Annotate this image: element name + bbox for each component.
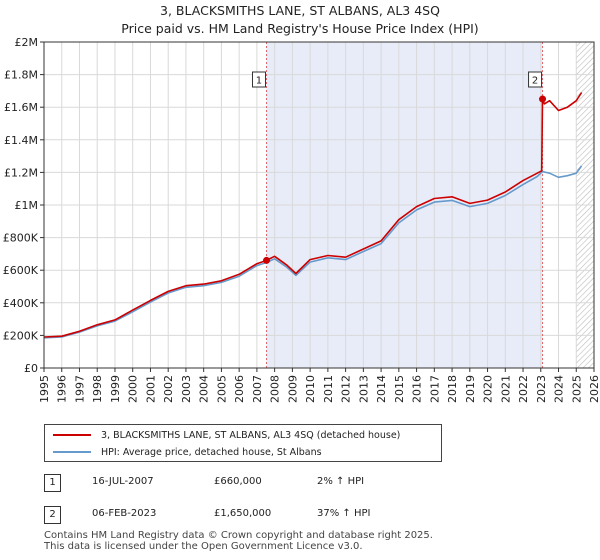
sale-hpi-change: 37% ↑ HPI bbox=[317, 508, 371, 519]
x-tick-label: 2007 bbox=[251, 375, 264, 403]
x-tick-label: 2005 bbox=[215, 375, 228, 403]
legend-label-property: 3, BLACKSMITHS LANE, ST ALBANS, AL3 4SQ … bbox=[101, 429, 401, 441]
sale-point bbox=[539, 95, 547, 103]
x-tick-label: 1999 bbox=[109, 375, 122, 403]
y-tick-label: £200K bbox=[3, 329, 39, 342]
x-tick-label: 2010 bbox=[304, 375, 317, 403]
footer-line-2: This data is licensed under the Open Gov… bbox=[44, 541, 363, 552]
x-tick-label: 1998 bbox=[91, 375, 104, 403]
y-tick-label: £2M bbox=[15, 36, 39, 49]
x-tick-label: 2022 bbox=[517, 375, 530, 403]
x-tick-label: 2008 bbox=[269, 375, 282, 403]
x-tick-label: 2004 bbox=[198, 375, 211, 403]
x-tick-label: 2024 bbox=[553, 375, 566, 403]
x-tick-label: 2002 bbox=[162, 375, 175, 403]
x-tick-label: 2016 bbox=[411, 375, 424, 403]
x-tick-label: 2013 bbox=[357, 375, 370, 403]
x-tick-label: 2018 bbox=[446, 375, 459, 403]
y-tick-label: £400K bbox=[3, 297, 39, 310]
price-chart: 1995 1996 1997 1998 1999 2000 2001 2002 2003 2004… bbox=[3, 36, 600, 403]
sale-hpi-change: 2% ↑ HPI bbox=[317, 476, 365, 487]
legend-item-property: 3, BLACKSMITHS LANE, ST ALBANS, AL3 4SQ … bbox=[53, 427, 400, 443]
sale-price: £1,650,000 bbox=[214, 508, 272, 519]
x-tick-label: 2021 bbox=[499, 375, 512, 403]
y-tick-label: £1.2M bbox=[4, 166, 38, 179]
property-line-swatch bbox=[53, 434, 91, 436]
x-tick-label: 2017 bbox=[428, 375, 441, 403]
x-tick-label: 2006 bbox=[233, 375, 246, 403]
sale-price: £660,000 bbox=[214, 476, 262, 487]
sale-row: 1 16-JUL-2007 £660,000 2% ↑ HPI bbox=[44, 474, 584, 494]
y-tick-label: £0 bbox=[24, 362, 38, 375]
x-tick-label: 2000 bbox=[127, 375, 140, 403]
x-tick-label: 2025 bbox=[570, 375, 583, 403]
y-tick-label: £1M bbox=[15, 199, 39, 212]
hpi-line-swatch bbox=[53, 451, 91, 453]
legend-label-hpi: HPI: Average price, detached house, St A… bbox=[101, 446, 322, 458]
y-tick-label: £1.8M bbox=[4, 69, 38, 82]
y-tick-label: £1.4M bbox=[4, 134, 38, 147]
sale-row: 2 06-FEB-2023 £1,650,000 37% ↑ HPI bbox=[44, 506, 584, 526]
x-tick-label: 2015 bbox=[393, 375, 406, 403]
x-tick-label: 1997 bbox=[73, 375, 86, 403]
y-tick-label: £800K bbox=[3, 232, 39, 245]
annotation-label: 2 bbox=[532, 76, 538, 87]
x-tick-label: 2011 bbox=[322, 375, 335, 403]
x-tick-label: 2003 bbox=[180, 375, 193, 403]
x-tick-label: 2009 bbox=[286, 375, 299, 403]
property-price-line bbox=[43, 92, 583, 338]
x-tick-label: 1996 bbox=[56, 375, 69, 403]
x-tick-label: 1995 bbox=[38, 375, 51, 403]
sale-date: 06-FEB-2023 bbox=[92, 508, 157, 519]
y-tick-label: £600K bbox=[3, 264, 39, 277]
chart-title: 3, BLACKSMITHS LANE, ST ALBANS, AL3 4SQ … bbox=[0, 2, 600, 38]
x-tick-label: 2014 bbox=[375, 375, 388, 403]
annotation-box bbox=[528, 71, 543, 88]
legend: 3, BLACKSMITHS LANE, ST ALBANS, AL3 4SQ … bbox=[44, 424, 442, 462]
x-tick-label: 2020 bbox=[482, 375, 495, 403]
y-tick-label: £1.6M bbox=[4, 101, 38, 114]
sale-date: 16-JUL-2007 bbox=[92, 476, 154, 487]
x-tick-label: 2019 bbox=[464, 375, 477, 403]
annotation-box bbox=[251, 71, 266, 88]
x-tick-label: 2023 bbox=[535, 375, 548, 403]
hpi-line bbox=[43, 165, 583, 339]
sale-marker-2: 2 bbox=[44, 506, 61, 524]
title-line-1: 3, BLACKSMITHS LANE, ST ALBANS, AL3 4SQ bbox=[160, 3, 440, 18]
footer-line-1: Contains HM Land Registry data © Crown c… bbox=[44, 530, 433, 541]
x-tick-label: 2001 bbox=[144, 375, 157, 403]
annotation-label: 1 bbox=[256, 76, 262, 87]
x-tick-label: 2012 bbox=[340, 375, 353, 403]
sale-point bbox=[262, 256, 270, 264]
x-tick-label: 2026 bbox=[588, 375, 600, 403]
legend-item-hpi: HPI: Average price, detached house, St A… bbox=[53, 444, 322, 460]
footer: Contains HM Land Registry data © Crown c… bbox=[44, 530, 584, 552]
plot-frame bbox=[43, 41, 595, 369]
sale-marker-1: 1 bbox=[44, 474, 61, 492]
title-line-2: Price paid vs. HM Land Registry's House … bbox=[121, 21, 479, 36]
